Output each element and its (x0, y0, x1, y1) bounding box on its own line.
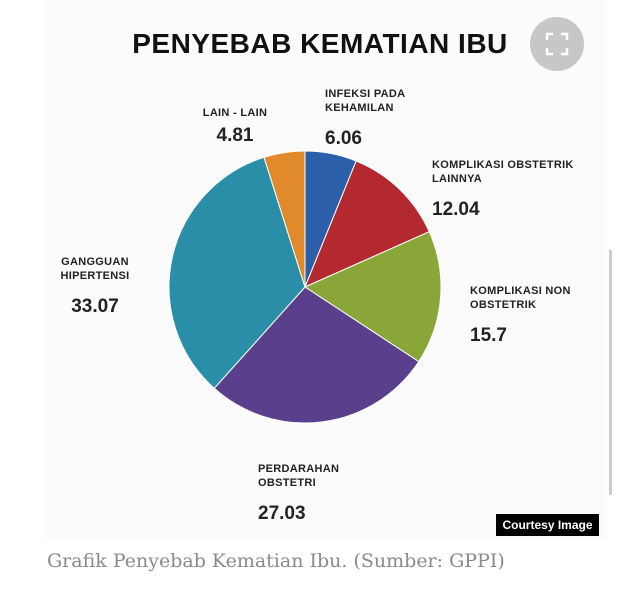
badge: Courtesy Image (496, 514, 599, 536)
caption: Grafik Penyebab Kematian Ibu. (Sumber: G… (47, 550, 505, 572)
pie-slice (303, 231, 442, 363)
chart-title: PENYEBAB KEMATIAN IBU (132, 28, 508, 59)
pie-slice (263, 150, 306, 288)
slice-label: LAIN - LAIN (202, 107, 268, 119)
value-label: 27.03 (258, 503, 306, 524)
fullscreen-button[interactable] (530, 17, 584, 71)
value-label: 15.7 (470, 325, 507, 346)
slice-label: GANGGUAN HIPERTENSI (60, 256, 130, 282)
fullscreen-icon (545, 32, 569, 56)
slice-label: PERDARAHAN OBSTETRI (258, 463, 340, 489)
pie-slice (168, 156, 306, 390)
pie-slice (304, 160, 430, 288)
value-label: 6.06 (325, 128, 362, 149)
slice-label: INFEKSI PADA KEHAMILAN (325, 88, 405, 114)
pie-slice (213, 286, 420, 424)
slice-label: KOMPLIKASI OBSTETRIK LAINNYA (432, 159, 574, 185)
slice-label: KOMPLIKASI NON OBSTETRIK (470, 285, 571, 311)
value-label: 33.07 (71, 296, 119, 317)
scrollbar (609, 250, 612, 495)
value-label: 4.81 (216, 125, 254, 146)
value-label: 12.04 (432, 199, 480, 220)
